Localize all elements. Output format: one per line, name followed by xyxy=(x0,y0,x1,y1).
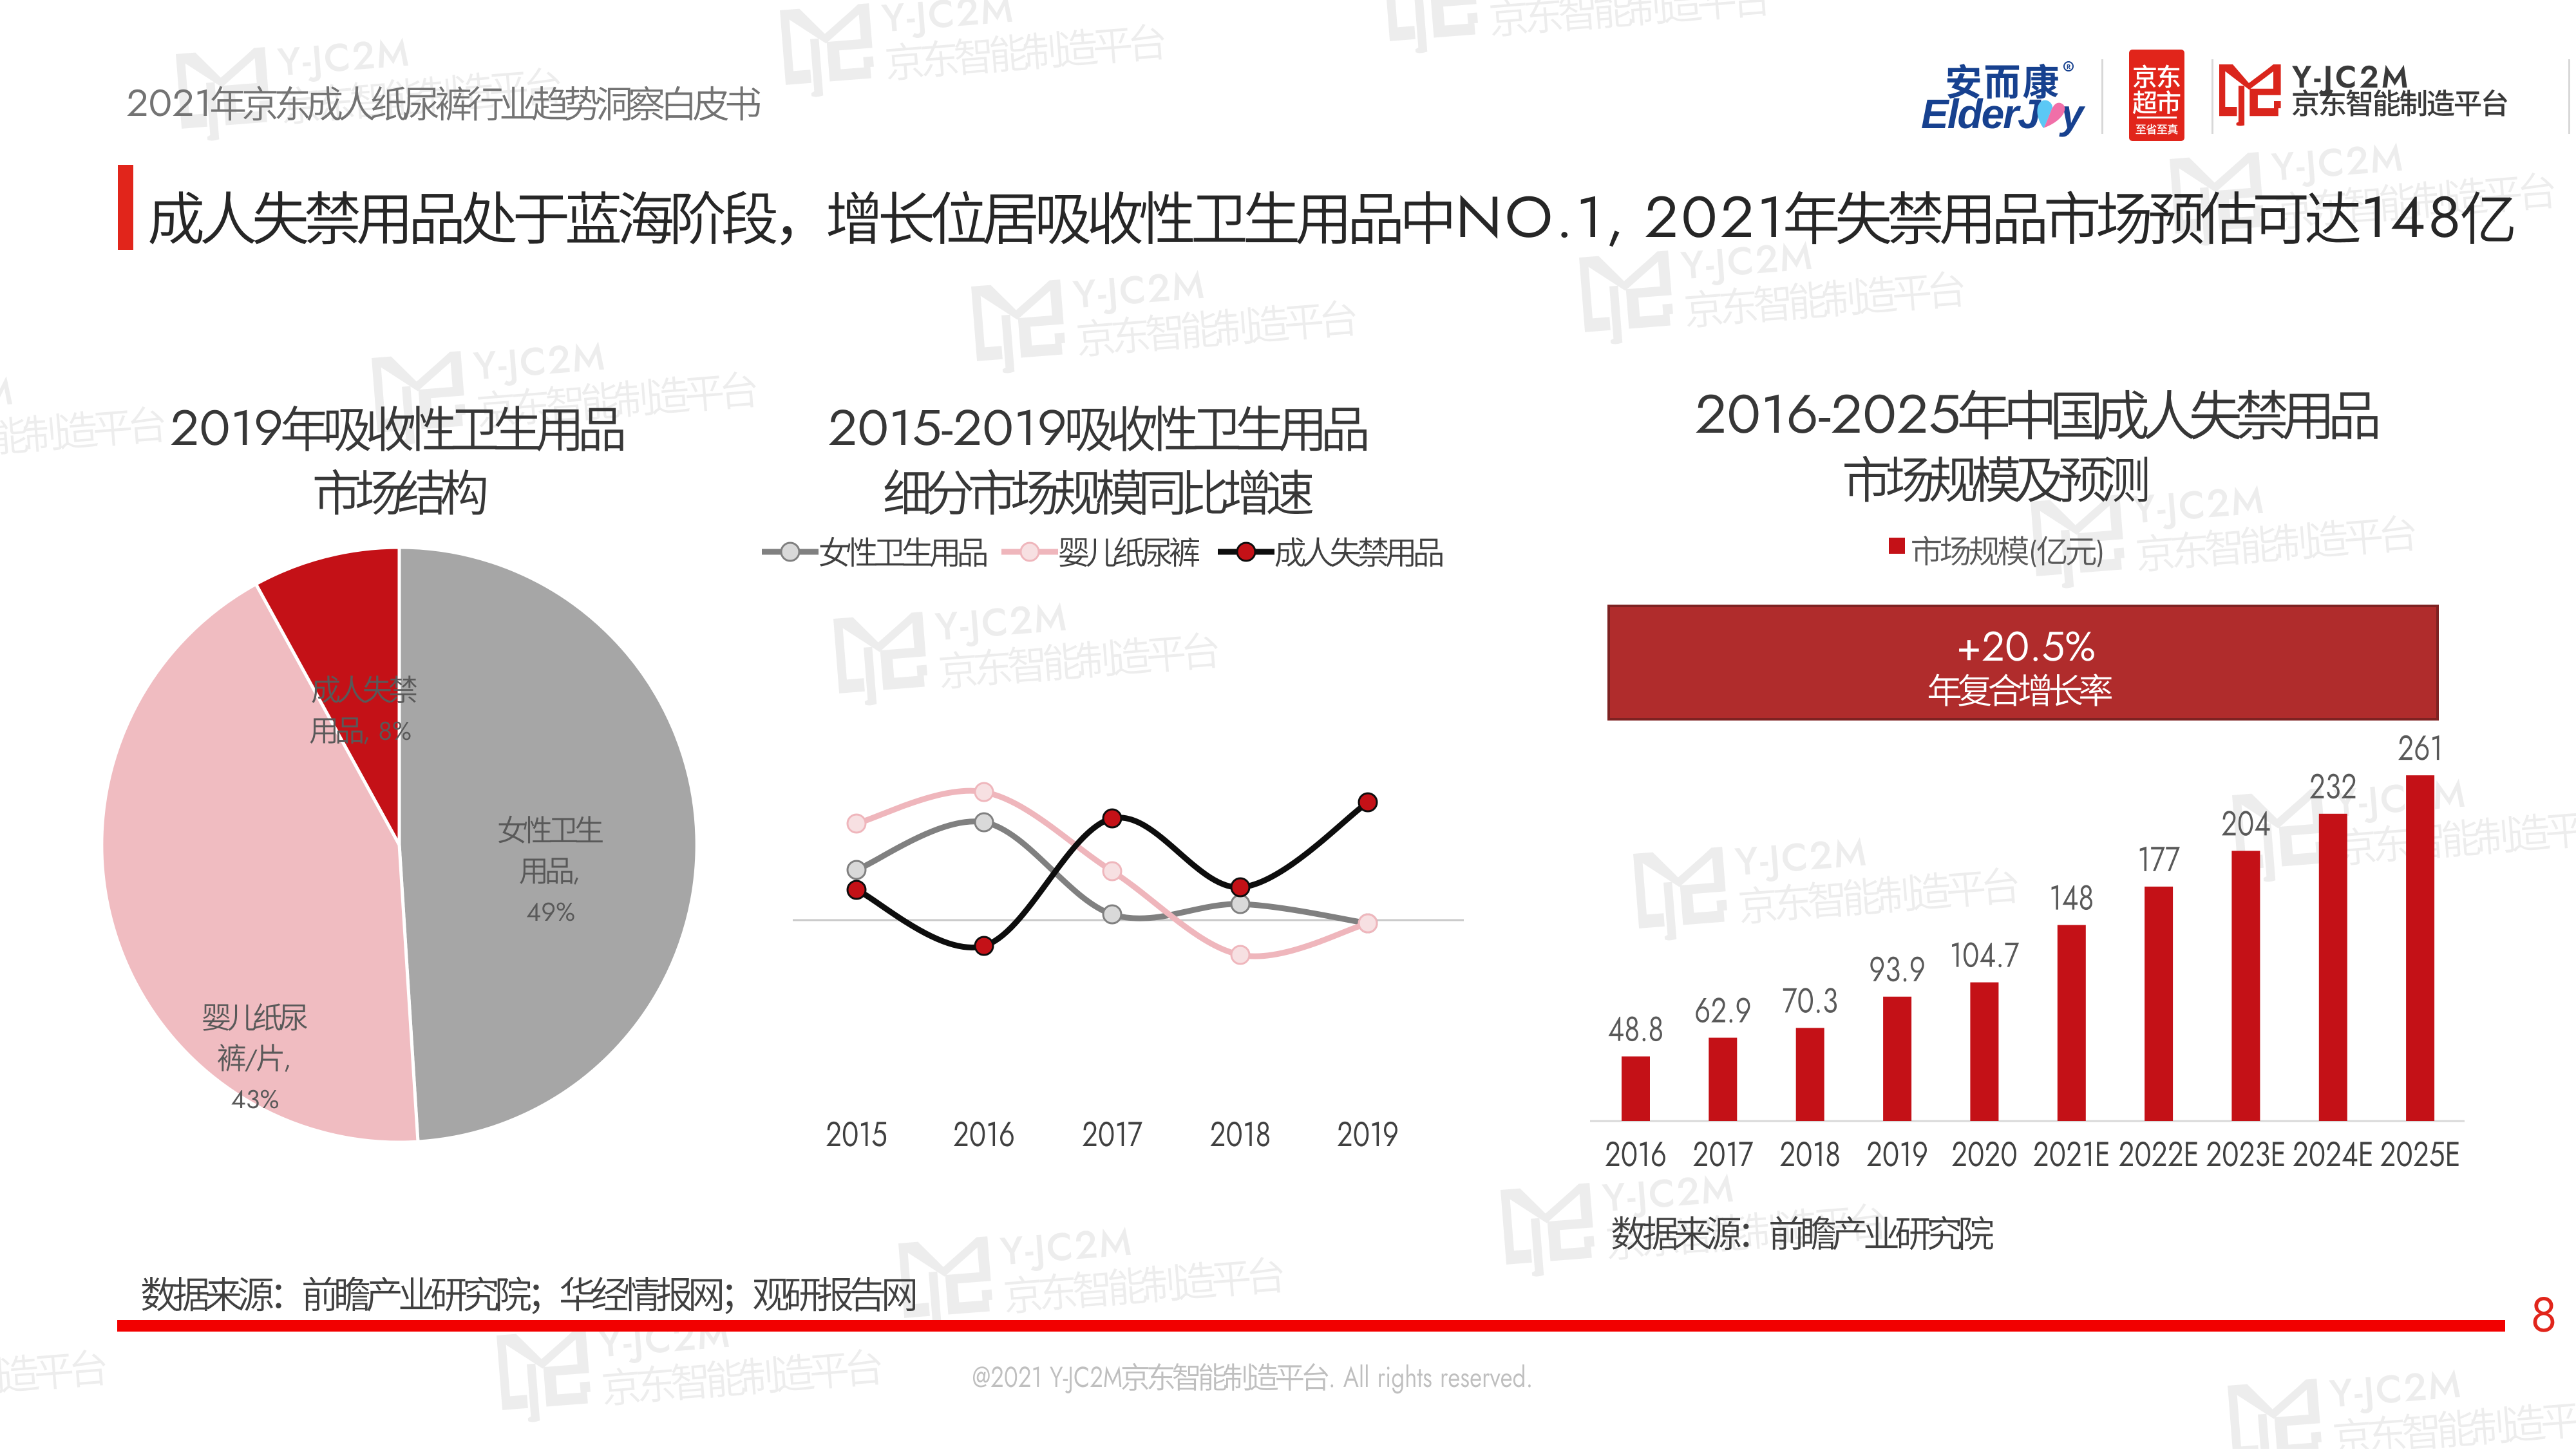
svg-text:ElderJ: ElderJ xyxy=(1921,91,2041,137)
svg-text:y: y xyxy=(2059,91,2086,137)
